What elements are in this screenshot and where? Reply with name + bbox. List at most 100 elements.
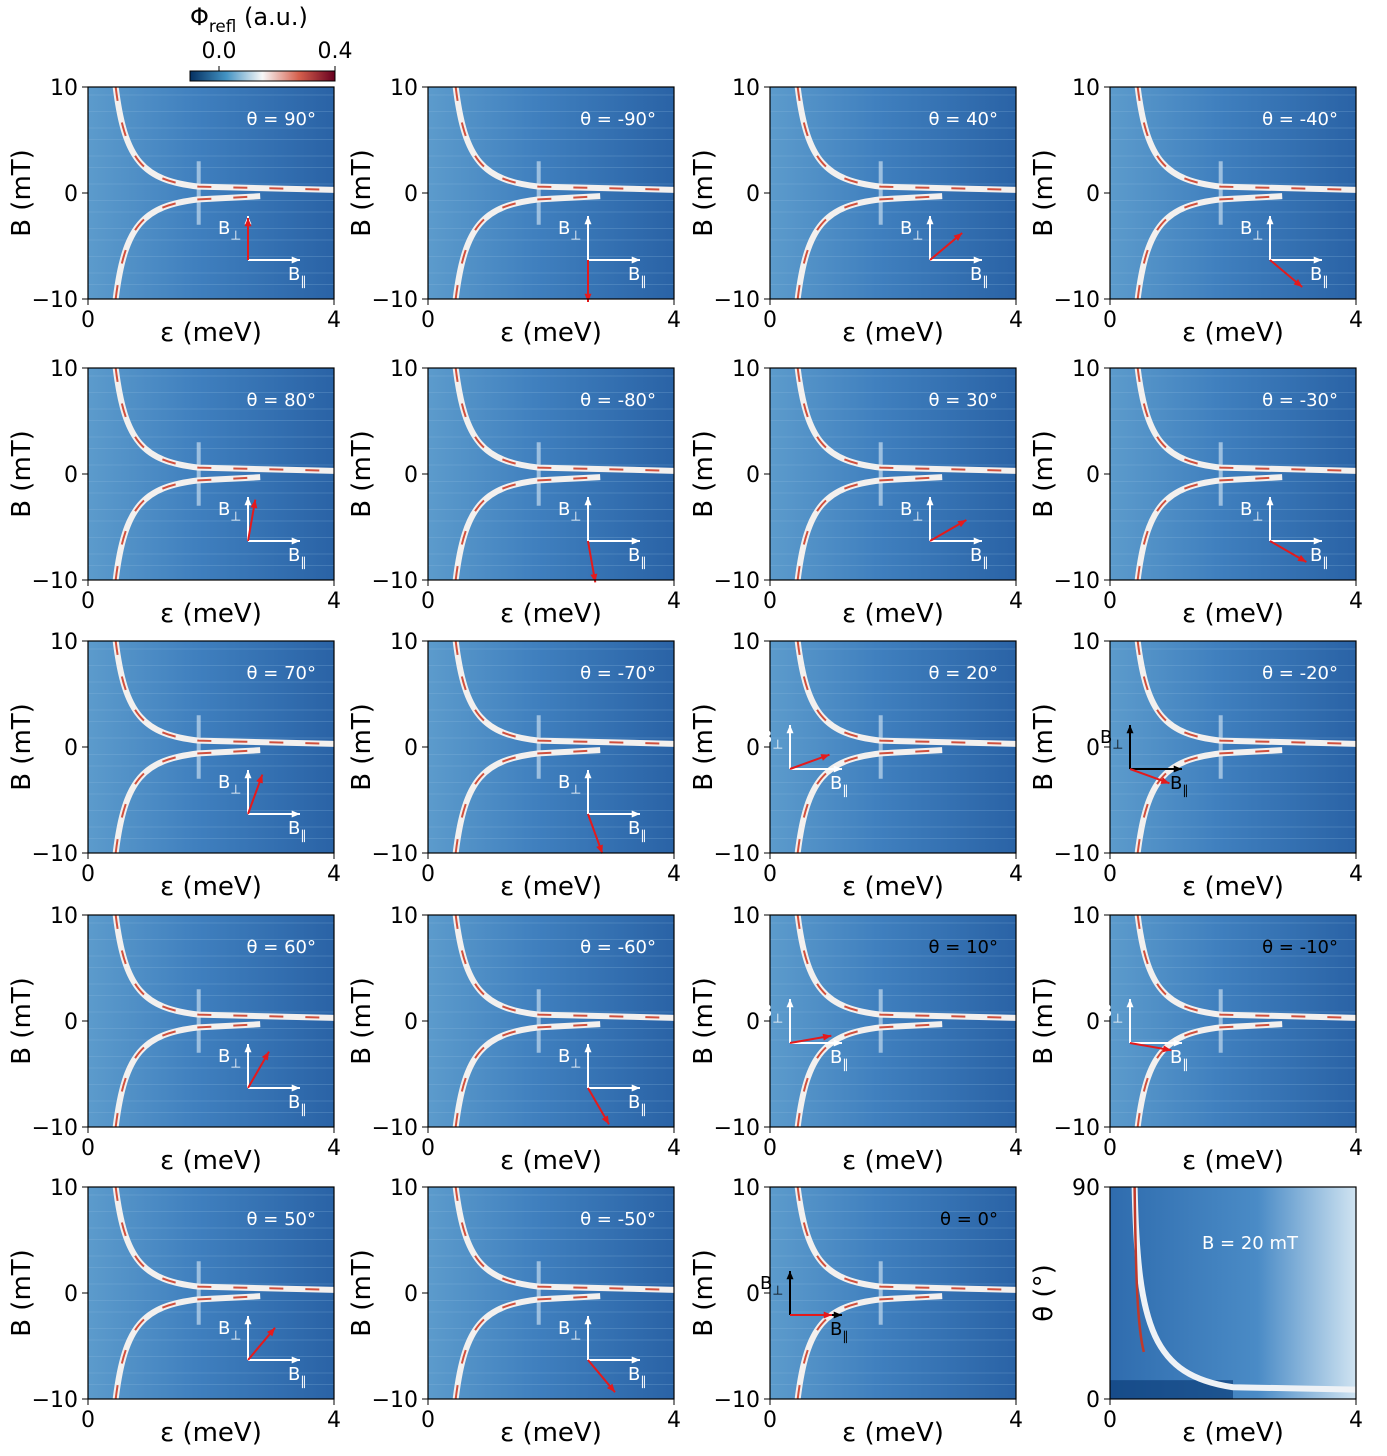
perp-label-sub: ⊥ bbox=[230, 227, 241, 242]
panel: θ = -50°−1001004ε (meV)B (mT) bbox=[347, 1176, 681, 1448]
theta-label: θ = -80° bbox=[580, 390, 656, 411]
par-label-sub: ∥ bbox=[842, 1328, 848, 1343]
par-label-sub: ∥ bbox=[640, 827, 646, 842]
theta-label: θ = 70° bbox=[247, 663, 316, 684]
par-label-sub: ∥ bbox=[640, 1373, 646, 1388]
theta-label: θ = -30° bbox=[1262, 390, 1338, 411]
par-label-sub: ∥ bbox=[1182, 782, 1188, 797]
y-axis-label: B (mT) bbox=[689, 149, 719, 237]
annotation: B = 20 mT bbox=[1202, 1233, 1299, 1254]
x-tick-label: 4 bbox=[327, 1408, 341, 1433]
theta-label: θ = -70° bbox=[580, 663, 656, 684]
y-tick-label: 0 bbox=[64, 182, 78, 207]
y-tick-label: −10 bbox=[32, 569, 78, 594]
par-label-base: B bbox=[288, 264, 300, 285]
par-label-base: B bbox=[628, 545, 640, 566]
y-axis-label: B (mT) bbox=[347, 1249, 377, 1337]
perp-label-base: B bbox=[558, 1318, 570, 1339]
par-label-base: B bbox=[830, 773, 842, 794]
y-tick-label: 10 bbox=[732, 630, 760, 655]
x-tick-label: 4 bbox=[1009, 1408, 1023, 1433]
y-tick-label: 10 bbox=[390, 76, 418, 101]
x-axis-label: ε (meV) bbox=[1182, 318, 1284, 348]
x-tick-label: 0 bbox=[1103, 308, 1117, 333]
y-tick-label: 0 bbox=[404, 463, 418, 488]
par-label-base: B bbox=[970, 264, 982, 285]
y-tick-label: 10 bbox=[1072, 76, 1100, 101]
y-axis-label: B (mT) bbox=[7, 977, 37, 1065]
x-tick-label: 0 bbox=[81, 1136, 95, 1161]
y-tick-label: −10 bbox=[1054, 1116, 1100, 1141]
panel: θ = 40°−1001004ε (meV)B (mT) bbox=[689, 76, 1023, 348]
par-label-sub: ∥ bbox=[300, 554, 306, 569]
colorbar bbox=[190, 71, 335, 81]
panel: θ = -20°−1001004ε (meV)B (mT) bbox=[1029, 630, 1363, 902]
x-tick-label: 0 bbox=[421, 1136, 435, 1161]
x-tick-label: 0 bbox=[81, 308, 95, 333]
x-tick-label: 0 bbox=[1103, 1136, 1117, 1161]
theta-label: θ = -20° bbox=[1262, 663, 1338, 684]
y-tick-label: 10 bbox=[732, 357, 760, 382]
y-tick-label: 0 bbox=[404, 182, 418, 207]
perp-label-base: B bbox=[760, 1001, 772, 1022]
y-axis-label: B (mT) bbox=[689, 703, 719, 791]
y-axis-label: B (mT) bbox=[347, 703, 377, 791]
par-label-sub: ∥ bbox=[300, 827, 306, 842]
par-label-base: B bbox=[288, 545, 300, 566]
par-label-base: B bbox=[628, 818, 640, 839]
y-tick-label: −10 bbox=[714, 842, 760, 867]
par-label-sub: ∥ bbox=[1322, 273, 1328, 288]
perp-label-base: B bbox=[218, 499, 230, 520]
perp-label-base: B bbox=[218, 1318, 230, 1339]
y-tick-label: 10 bbox=[50, 1176, 78, 1201]
theta-label: θ = -10° bbox=[1262, 937, 1338, 958]
par-label-base: B bbox=[628, 1364, 640, 1385]
y-tick-label: −10 bbox=[714, 1116, 760, 1141]
y-tick-label: −10 bbox=[32, 288, 78, 313]
par-label-base: B bbox=[288, 818, 300, 839]
panel: B = 20 mT09004ε (meV)θ (°) bbox=[1029, 1176, 1363, 1448]
colorbar-label: Φrefl (a.u.) bbox=[190, 3, 308, 36]
panel: θ = 70°−1001004ε (meV)B (mT) bbox=[7, 630, 341, 902]
panel: θ = 0°−1001004ε (meV)B (mT) bbox=[689, 1176, 1023, 1448]
theta-label: θ = 50° bbox=[247, 1209, 316, 1230]
x-axis-label: ε (meV) bbox=[500, 1146, 602, 1176]
x-axis-label: ε (meV) bbox=[1182, 599, 1284, 629]
x-axis-label: ε (meV) bbox=[842, 872, 944, 902]
perp-label-base: B bbox=[1100, 1001, 1112, 1022]
x-tick-label: 0 bbox=[763, 862, 777, 887]
theta-label: θ = 60° bbox=[247, 937, 316, 958]
x-tick-label: 0 bbox=[1103, 589, 1117, 614]
x-axis-label: ε (meV) bbox=[500, 1418, 602, 1448]
y-axis-label: B (mT) bbox=[1029, 977, 1059, 1065]
perp-label-base: B bbox=[1240, 499, 1252, 520]
colorbar-tick-label: 0.0 bbox=[202, 39, 237, 64]
perp-label-base: B bbox=[900, 499, 912, 520]
y-axis-label: B (mT) bbox=[1029, 430, 1059, 518]
panel: θ = -90°−1001004ε (meV)B (mT) bbox=[347, 76, 681, 348]
x-tick-label: 4 bbox=[327, 1136, 341, 1161]
theta-label: θ = 40° bbox=[929, 109, 998, 130]
perp-label-sub: ⊥ bbox=[230, 1327, 241, 1342]
x-axis-label: ε (meV) bbox=[160, 1146, 262, 1176]
y-axis-label: θ (°) bbox=[1029, 1264, 1059, 1321]
perp-label-base: B bbox=[558, 218, 570, 239]
x-tick-label: 4 bbox=[1009, 589, 1023, 614]
y-tick-label: −10 bbox=[714, 569, 760, 594]
perp-label-sub: ⊥ bbox=[230, 1055, 241, 1070]
perp-label-base: B bbox=[760, 1273, 772, 1294]
x-tick-label: 4 bbox=[327, 862, 341, 887]
par-label-sub: ∥ bbox=[300, 273, 306, 288]
x-tick-label: 0 bbox=[763, 1136, 777, 1161]
x-axis-label: ε (meV) bbox=[500, 318, 602, 348]
par-label-sub: ∥ bbox=[982, 554, 988, 569]
par-label-base: B bbox=[288, 1092, 300, 1113]
panel: θ = -10°−1001004ε (meV)B (mT) bbox=[1029, 904, 1363, 1176]
y-tick-label: 90 bbox=[1072, 1176, 1100, 1201]
x-tick-label: 4 bbox=[1349, 308, 1363, 333]
x-axis-label: ε (meV) bbox=[842, 1146, 944, 1176]
y-tick-label: −10 bbox=[32, 842, 78, 867]
perp-label-base: B bbox=[558, 499, 570, 520]
perp-label-sub: ⊥ bbox=[772, 1282, 783, 1297]
